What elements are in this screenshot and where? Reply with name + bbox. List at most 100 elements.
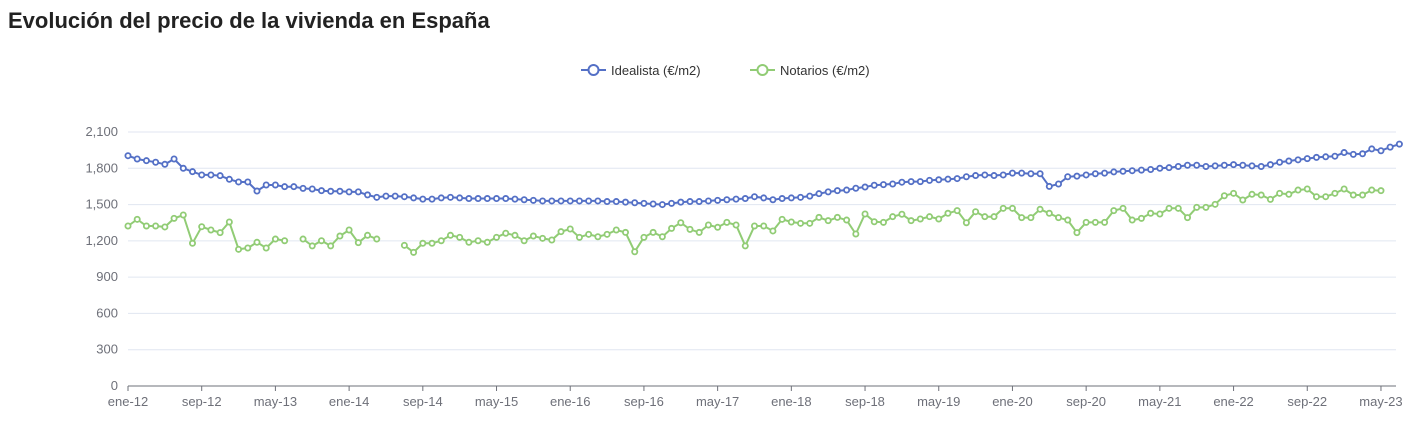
data-point[interactable] [1137, 166, 1145, 174]
data-point[interactable] [428, 239, 436, 247]
data-point[interactable] [852, 230, 860, 238]
data-point[interactable] [1331, 189, 1339, 197]
data-point[interactable] [317, 237, 325, 245]
data-point[interactable] [465, 195, 473, 203]
data-point[interactable] [428, 195, 436, 203]
data-point[interactable] [990, 213, 998, 221]
data-point[interactable] [1257, 162, 1265, 170]
data-point[interactable] [410, 194, 418, 202]
data-point[interactable] [446, 193, 454, 201]
data-point[interactable] [1276, 158, 1284, 166]
data-point[interactable] [1239, 161, 1247, 169]
data-point[interactable] [686, 198, 694, 206]
data-point[interactable] [225, 218, 233, 226]
data-point[interactable] [170, 214, 178, 222]
data-point[interactable] [511, 195, 519, 203]
data-point[interactable] [124, 152, 132, 160]
data-point[interactable] [1359, 150, 1367, 158]
data-point[interactable] [1174, 162, 1182, 170]
data-point[interactable] [907, 217, 915, 225]
data-point[interactable] [520, 237, 528, 245]
data-point[interactable] [548, 197, 556, 205]
data-point[interactable] [1110, 207, 1118, 215]
data-point[interactable] [1248, 162, 1256, 170]
data-point[interactable] [1128, 167, 1136, 175]
data-point[interactable] [1008, 169, 1016, 177]
data-point[interactable] [170, 155, 178, 163]
data-point[interactable] [1257, 191, 1265, 199]
data-point[interactable] [1082, 218, 1090, 226]
data-point[interactable] [1386, 143, 1394, 151]
data-point[interactable] [1193, 203, 1201, 211]
data-point[interactable] [308, 185, 316, 193]
data-point[interactable] [474, 195, 482, 203]
data-point[interactable] [944, 209, 952, 217]
data-point[interactable] [631, 248, 639, 256]
data-point[interactable] [364, 231, 372, 239]
data-point[interactable] [898, 178, 906, 186]
data-point[interactable] [704, 221, 712, 229]
data-point[interactable] [1174, 204, 1182, 212]
data-point[interactable] [1119, 204, 1127, 212]
data-point[interactable] [750, 193, 758, 201]
data-point[interactable] [1395, 140, 1403, 148]
data-point[interactable] [419, 195, 427, 203]
data-point[interactable] [870, 181, 878, 189]
data-point[interactable] [612, 226, 620, 234]
data-point[interactable] [493, 233, 501, 241]
data-point[interactable] [962, 173, 970, 181]
data-point[interactable] [1027, 170, 1035, 178]
data-point[interactable] [400, 193, 408, 201]
data-point[interactable] [1322, 193, 1330, 201]
data-point[interactable] [327, 187, 335, 195]
data-point[interactable] [1128, 216, 1136, 224]
data-point[interactable] [1220, 161, 1228, 169]
data-point[interactable] [1091, 170, 1099, 178]
data-point[interactable] [916, 215, 924, 223]
data-point[interactable] [161, 223, 169, 231]
data-point[interactable] [1147, 209, 1155, 217]
data-point[interactable] [1368, 186, 1376, 194]
data-point[interactable] [198, 223, 206, 231]
data-point[interactable] [833, 187, 841, 195]
data-point[interactable] [806, 192, 814, 200]
data-point[interactable] [566, 225, 574, 233]
data-point[interactable] [953, 207, 961, 215]
data-point[interactable] [1377, 187, 1385, 195]
data-point[interactable] [898, 210, 906, 218]
data-point[interactable] [585, 230, 593, 238]
data-point[interactable] [1266, 195, 1274, 203]
data-point[interactable] [345, 226, 353, 234]
data-point[interactable] [1147, 165, 1155, 173]
data-point[interactable] [723, 196, 731, 204]
data-point[interactable] [1248, 190, 1256, 198]
data-point[interactable] [797, 193, 805, 201]
data-point[interactable] [1202, 162, 1210, 170]
data-point[interactable] [1018, 214, 1026, 222]
data-point[interactable] [999, 204, 1007, 212]
data-point[interactable] [1018, 169, 1026, 177]
data-point[interactable] [1165, 204, 1173, 212]
legend-marker-icon[interactable] [587, 64, 600, 76]
data-point[interactable] [907, 178, 915, 186]
data-point[interactable] [1294, 186, 1302, 194]
data-point[interactable] [1073, 229, 1081, 237]
data-point[interactable] [953, 175, 961, 183]
data-point[interactable] [797, 219, 805, 227]
data-point[interactable] [253, 187, 261, 195]
data-point[interactable] [723, 218, 731, 226]
data-point[interactable] [502, 195, 510, 203]
data-point[interactable] [1276, 189, 1284, 197]
data-point[interactable] [188, 239, 196, 247]
data-point[interactable] [225, 175, 233, 183]
data-point[interactable] [456, 194, 464, 202]
data-point[interactable] [161, 160, 169, 168]
data-point[interactable] [889, 180, 897, 188]
data-point[interactable] [142, 222, 150, 230]
data-point[interactable] [732, 195, 740, 203]
data-point[interactable] [750, 222, 758, 230]
data-point[interactable] [483, 195, 491, 203]
data-point[interactable] [778, 215, 786, 223]
data-point[interactable] [152, 158, 160, 166]
data-point[interactable] [668, 224, 676, 232]
